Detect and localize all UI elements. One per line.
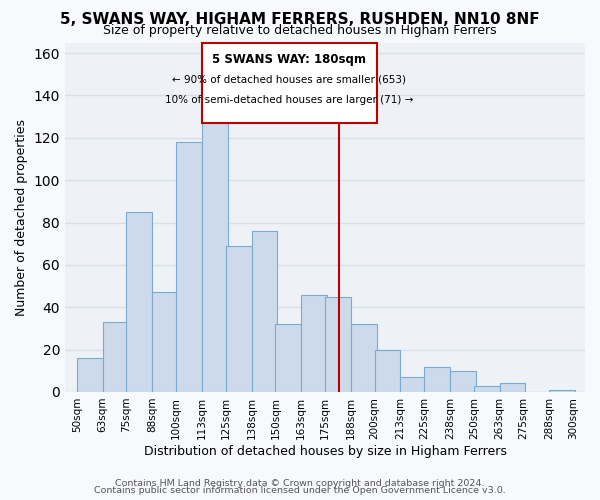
Bar [301,294,327,392]
Text: Size of property relative to detached houses in Higham Ferrers: Size of property relative to detached ho… [103,24,497,37]
Text: Contains public sector information licensed under the Open Government Licence v3: Contains public sector information licen… [94,486,506,495]
Bar [103,322,128,392]
Bar [549,390,575,392]
Text: 5, SWANS WAY, HIGHAM FERRERS, RUSHDEN, NN10 8NF: 5, SWANS WAY, HIGHAM FERRERS, RUSHDEN, N… [60,12,540,28]
Bar [77,358,103,392]
Bar [226,246,251,392]
Bar [424,366,450,392]
Bar [275,324,301,392]
X-axis label: Distribution of detached houses by size in Higham Ferrers: Distribution of detached houses by size … [143,444,506,458]
Bar [500,384,526,392]
Bar [127,212,152,392]
Bar [152,292,178,392]
Bar [474,386,500,392]
Y-axis label: Number of detached properties: Number of detached properties [15,118,28,316]
Bar [202,123,227,392]
Bar [325,296,351,392]
Text: 5 SWANS WAY: 180sqm: 5 SWANS WAY: 180sqm [212,53,366,66]
Bar [374,350,400,392]
Bar [176,142,202,392]
Bar [400,377,426,392]
Text: ← 90% of detached houses are smaller (653): ← 90% of detached houses are smaller (65… [172,74,406,85]
Bar [450,371,476,392]
Text: 10% of semi-detached houses are larger (71) →: 10% of semi-detached houses are larger (… [165,96,413,106]
Bar [251,231,277,392]
FancyBboxPatch shape [202,42,377,123]
Text: Contains HM Land Registry data © Crown copyright and database right 2024.: Contains HM Land Registry data © Crown c… [115,478,485,488]
Bar [351,324,377,392]
